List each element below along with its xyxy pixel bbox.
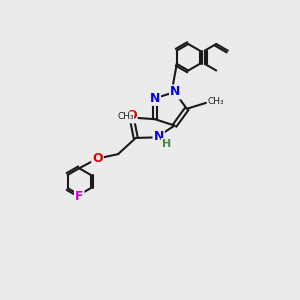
Text: CH₃: CH₃	[207, 97, 224, 106]
Text: CH₃: CH₃	[117, 112, 134, 121]
Text: F: F	[75, 190, 83, 203]
Text: O: O	[126, 110, 136, 122]
Text: O: O	[92, 152, 103, 165]
Text: N: N	[154, 130, 164, 143]
Text: N: N	[170, 85, 180, 98]
Text: N: N	[150, 92, 160, 105]
Text: H: H	[162, 139, 171, 149]
